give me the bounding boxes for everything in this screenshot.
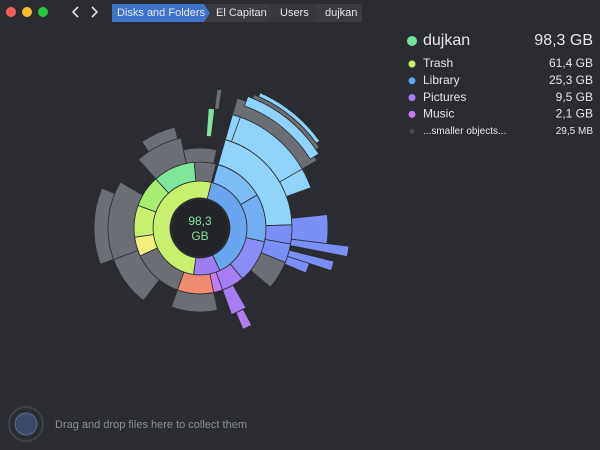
breadcrumb-chip[interactable]: [314, 4, 362, 22]
item-dot: [408, 110, 416, 118]
sunburst-segment[interactable]: [235, 308, 253, 330]
item-dot: [409, 128, 415, 134]
sunburst-segment[interactable]: [214, 88, 223, 110]
sunburst-segment[interactable]: [249, 252, 286, 288]
center-size: 98,3: [188, 214, 212, 228]
summary-name: dujkan: [423, 32, 470, 49]
sunburst-segment[interactable]: [284, 255, 310, 274]
item-list: Trash 61,4 GB Library 25,3 GB Pictures 9,5 GB…: [408, 56, 594, 137]
breadcrumb-chip[interactable]: [112, 4, 210, 22]
forward-button[interactable]: [91, 6, 99, 18]
item-size: 2,1 GB: [556, 107, 593, 121]
zoom-button[interactable]: [38, 7, 48, 17]
breadcrumb[interactable]: Users: [280, 7, 309, 19]
item-name[interactable]: Trash: [423, 56, 453, 70]
sunburst-segment[interactable]: [258, 92, 321, 144]
summary-size: 98,3 GB: [534, 32, 593, 49]
sunburst-segment[interactable]: [205, 107, 216, 138]
sunburst-segment[interactable]: [141, 126, 179, 153]
item-size: 25,3 GB: [549, 73, 593, 87]
back-button[interactable]: [71, 6, 79, 18]
item-name[interactable]: Library: [423, 73, 460, 87]
breadcrumb-chip[interactable]: [204, 4, 274, 22]
sunburst-segment[interactable]: [93, 187, 116, 265]
center-disc[interactable]: [172, 200, 228, 256]
item-name[interactable]: Pictures: [423, 90, 466, 104]
item-size: 61,4 GB: [549, 56, 593, 70]
item-dot: [408, 94, 416, 102]
close-button[interactable]: [6, 7, 16, 17]
sunburst-segment[interactable]: [170, 289, 218, 313]
item-dot: [408, 77, 416, 85]
item-dot: [408, 60, 416, 68]
center-unit: GB: [191, 229, 208, 243]
item-name[interactable]: Music: [423, 107, 454, 121]
sunburst-segment[interactable]: [290, 214, 329, 245]
summary-dot: [407, 36, 417, 46]
breadcrumb[interactable]: dujkan: [325, 7, 357, 19]
collector[interactable]: [14, 412, 38, 436]
minimize-button[interactable]: [22, 7, 32, 17]
item-name[interactable]: ...smaller objects...: [423, 126, 506, 137]
collector-ring[interactable]: [8, 406, 44, 442]
breadcrumb[interactable]: Disks and Folders: [117, 7, 206, 19]
sunburst: [93, 88, 350, 330]
breadcrumb[interactable]: El Capitan: [216, 7, 267, 19]
breadcrumb-chip[interactable]: [268, 4, 320, 22]
item-size: 29,5 MB: [556, 126, 594, 137]
item-size: 9,5 GB: [556, 90, 593, 104]
sunburst-segment[interactable]: [289, 238, 350, 258]
sunburst-segment[interactable]: [182, 147, 218, 164]
footer-hint: Drag and drop files here to collect them: [55, 419, 247, 431]
sunburst-segment[interactable]: [193, 161, 217, 183]
